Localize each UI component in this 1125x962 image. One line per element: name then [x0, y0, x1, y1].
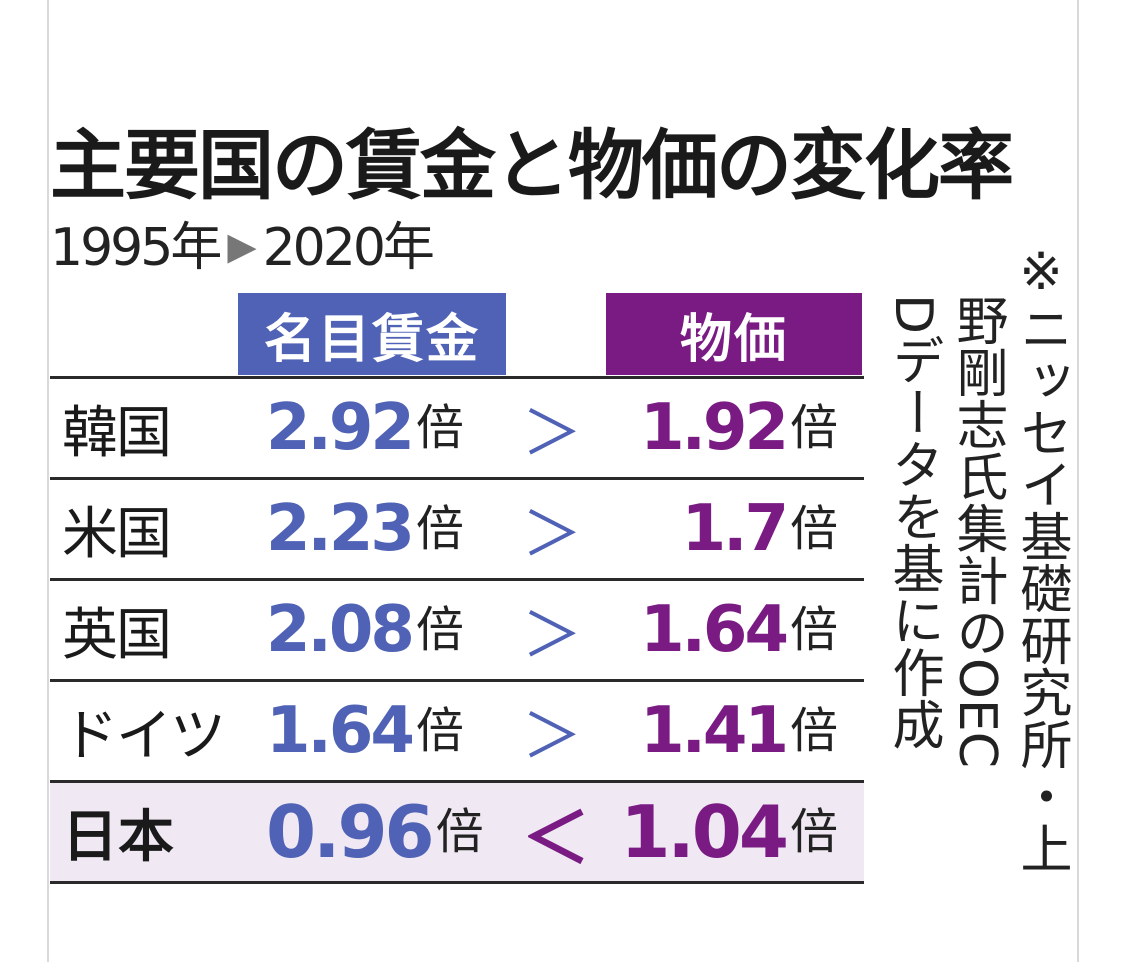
price-number: 1.7: [681, 492, 789, 566]
price-value: 1.04 倍: [620, 783, 838, 881]
unit-label: 倍: [435, 804, 484, 860]
unit-label: 倍: [415, 703, 464, 759]
price-number: 1.41: [640, 694, 789, 768]
comparison-sign: ＞: [522, 398, 582, 469]
column-header-price: 物価: [606, 293, 862, 375]
table-row-japan: 日本 0.96 倍 ＜ 1.04 倍: [50, 780, 864, 884]
wage-number: 0.96: [266, 790, 435, 874]
chart-title: 主要国の賃金と物価の変化率: [50, 121, 1014, 210]
unit-label: 倍: [789, 501, 838, 557]
wage-number: 2.23: [266, 492, 415, 566]
page-frame-right: [1077, 0, 1079, 962]
period-to: 2020年: [262, 218, 435, 278]
country-label: 韓国: [62, 400, 172, 466]
table-row-korea: 韓国 2.92 倍 ＞ 1.92 倍: [50, 376, 864, 477]
unit-label: 倍: [789, 703, 838, 759]
wage-number: 2.92: [266, 391, 415, 465]
unit-label: 倍: [789, 804, 838, 860]
price-number: 1.64: [640, 593, 789, 667]
source-note-line-1: ※ニッセイ基礎研究所・上: [1011, 242, 1071, 874]
table-row-germany: ドイツ 1.64 倍 ＞ 1.41 倍: [50, 679, 864, 780]
wage-value: 0.96 倍: [266, 783, 484, 881]
unit-label: 倍: [789, 400, 838, 456]
country-label: ドイツ: [62, 703, 226, 769]
unit-label: 倍: [415, 400, 464, 456]
period-arrow-icon: ▶: [227, 224, 257, 268]
unit-label: 倍: [415, 501, 464, 557]
price-number: 1.92: [640, 391, 789, 465]
price-value: 1.41 倍: [640, 682, 838, 780]
wage-value: 2.23 倍: [266, 480, 464, 578]
wage-number: 2.08: [266, 593, 415, 667]
wage-value: 2.92 倍: [266, 379, 464, 477]
wage-number: 1.64: [266, 694, 415, 768]
price-value: 1.64 倍: [640, 581, 838, 679]
price-value: 1.7 倍: [682, 480, 838, 578]
table-row-usa: 米国 2.23 倍 ＞ 1.7 倍: [50, 477, 864, 578]
country-label: 英国: [62, 602, 172, 668]
period-label: 1995年 ▶ 2020年: [50, 222, 435, 274]
unit-label: 倍: [415, 602, 464, 658]
source-note-line-3: Dデータを基に作成: [883, 294, 943, 751]
period-from: 1995年: [50, 218, 222, 278]
comparison-sign: ＞: [522, 499, 582, 570]
table-row-uk: 英国 2.08 倍 ＞ 1.64 倍: [50, 578, 864, 679]
comparison-sign: ＞: [522, 600, 582, 671]
price-number: 1.04: [620, 790, 789, 874]
unit-label: 倍: [789, 602, 838, 658]
comparison-sign: ＞: [522, 701, 582, 772]
column-header-wage: 名目賃金: [238, 293, 506, 375]
country-label: 米国: [62, 501, 172, 567]
wage-value: 1.64 倍: [266, 682, 464, 780]
source-note-line-2: 野剛志氏集計のOEC: [947, 294, 1007, 769]
page-frame-left: [47, 0, 49, 962]
wage-value: 2.08 倍: [266, 581, 464, 679]
comparison-sign: ＜: [522, 799, 591, 879]
comparison-table: 韓国 2.92 倍 ＞ 1.92 倍 米国 2.23 倍 ＞ 1.7 倍 英国 2.08…: [50, 376, 864, 884]
country-label: 日本: [62, 804, 174, 870]
price-value: 1.92 倍: [640, 379, 838, 477]
